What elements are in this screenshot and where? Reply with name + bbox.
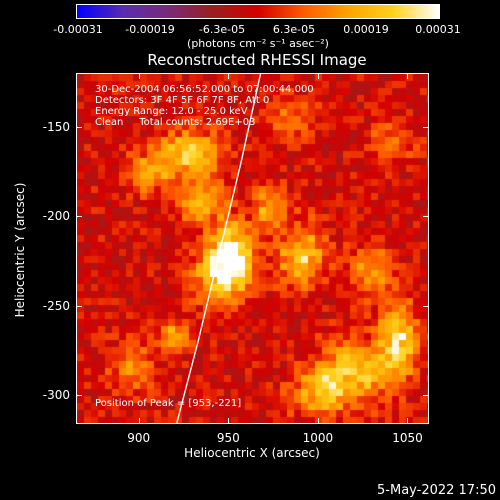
chart-title: Reconstructed RHESSI Image: [147, 51, 367, 69]
colorbar: [76, 4, 440, 19]
colorbar-tick-label: 0.00031: [415, 23, 461, 36]
y-tick-mark: [76, 395, 82, 397]
y-tick-mark: [76, 216, 82, 218]
info-detectors: Detectors: 3F 4F 5F 6F 7F 8F, Att 0: [95, 95, 270, 106]
x-axis-label: Heliocentric X (arcsec): [184, 446, 320, 460]
y-tick-mark: [423, 395, 429, 397]
y-tick-mark: [423, 216, 429, 218]
colorbar-tick-label: 6.3e-05: [272, 23, 316, 36]
info-date-range: 30-Dec-2004 06:56:52.000 to 07:00:44.000: [95, 84, 314, 95]
x-tick-label: 1000: [302, 431, 334, 445]
overlay-layer: [176, 74, 262, 423]
y-tick-mark: [76, 305, 82, 307]
y-tick-label: -150: [42, 119, 70, 134]
colorbar-tick-label: -0.00031: [53, 23, 103, 36]
x-tick-mark: [407, 418, 409, 424]
y-tick-label: -300: [42, 388, 70, 403]
x-tick-mark: [407, 73, 409, 79]
x-tick-mark: [228, 73, 230, 79]
y-tick-label: -200: [42, 209, 70, 224]
x-tick-label: 1050: [392, 431, 423, 445]
y-tick-mark: [76, 126, 82, 128]
colorbar-unit: (photons cm⁻² s⁻¹ asec⁻²): [187, 37, 329, 50]
y-tick-mark: [423, 305, 429, 307]
y-tick-mark: [423, 126, 429, 128]
x-tick-mark: [317, 418, 319, 424]
x-tick-mark: [138, 418, 140, 424]
solar-limb-line: [176, 74, 262, 423]
heatmap-image: [77, 74, 428, 423]
y-tick-label: -250: [42, 298, 70, 313]
x-tick-mark: [228, 418, 230, 424]
info-energy-range: Energy Range: 12.0 - 25.0 keV: [95, 106, 248, 117]
peak-position-label: Position of Peak = [953,-221]: [95, 398, 242, 409]
x-tick-mark: [138, 73, 140, 79]
y-axis-label: Heliocentric Y (arcsec): [13, 182, 27, 318]
footer-date: 5-May-2022 17:50: [377, 483, 496, 498]
x-tick-label: 950: [216, 431, 240, 445]
x-tick-mark: [317, 73, 319, 79]
info-clean-counts: Clean Total counts: 2.69E+03: [95, 117, 256, 128]
heatmap-plot-area: [76, 73, 429, 424]
colorbar-tick-label: -0.00019: [125, 23, 175, 36]
colorbar-tick-label: 0.00019: [343, 23, 389, 36]
colorbar-tick-label: -6.3e-05: [198, 23, 246, 36]
x-tick-label: 900: [127, 431, 151, 445]
